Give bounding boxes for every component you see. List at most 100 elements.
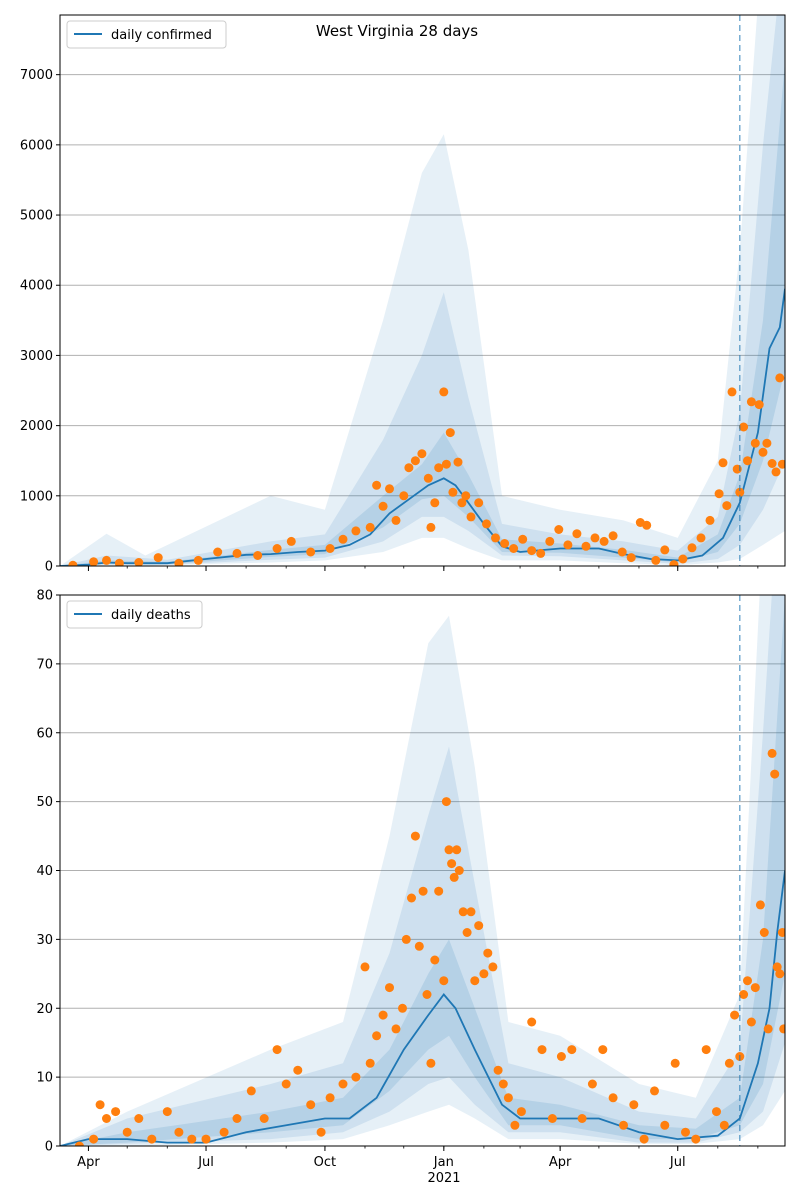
data-point xyxy=(441,459,451,469)
data-point xyxy=(629,1100,639,1110)
data-point xyxy=(777,928,785,937)
observed-points xyxy=(74,748,785,1146)
data-point xyxy=(678,554,688,564)
band-inner xyxy=(60,595,785,1146)
band-outer xyxy=(60,595,785,1146)
data-point xyxy=(556,1052,566,1061)
plot-frame xyxy=(59,14,786,567)
data-point xyxy=(743,976,752,986)
data-point xyxy=(134,558,144,566)
data-point xyxy=(577,1114,587,1123)
data-point xyxy=(134,1114,144,1123)
data-point xyxy=(434,463,444,473)
x-tick-label: Jul xyxy=(197,1155,214,1170)
data-point xyxy=(174,1127,184,1137)
data-point xyxy=(122,1127,132,1137)
data-point xyxy=(724,1058,734,1068)
x-axis-year-label: 2021 xyxy=(427,1171,460,1186)
data-point xyxy=(441,797,451,807)
data-point xyxy=(775,373,785,383)
median-line xyxy=(60,870,785,1146)
data-point xyxy=(650,1086,659,1096)
data-point xyxy=(253,551,263,560)
data-point xyxy=(306,1100,316,1110)
data-point xyxy=(439,976,449,986)
data-point xyxy=(722,501,732,511)
data-point xyxy=(750,438,760,448)
data-point xyxy=(516,1107,526,1117)
data-point xyxy=(306,547,316,557)
data-point xyxy=(587,1079,597,1089)
data-point xyxy=(670,1058,680,1068)
data-point xyxy=(599,536,609,546)
panel-confirmed: 0 1000 2000 3000 4000 5000 6000 7000 West Virgi… xyxy=(20,14,786,575)
data-point xyxy=(259,1114,269,1123)
data-point xyxy=(372,1031,382,1041)
y-tick-label: 0 xyxy=(45,1140,53,1155)
data-point xyxy=(687,543,697,553)
data-point xyxy=(488,962,498,972)
data-point xyxy=(246,1086,256,1096)
data-point xyxy=(705,515,715,525)
data-point xyxy=(174,558,184,566)
data-point xyxy=(114,558,124,566)
data-point xyxy=(727,387,737,397)
data-point xyxy=(187,1134,197,1144)
y-axis-ticks: 0 10 20 30 40 50 60 70 80 xyxy=(36,589,60,1155)
data-point xyxy=(466,907,476,917)
data-point xyxy=(365,1058,375,1068)
y-tick-label: 7000 xyxy=(20,68,53,83)
median-line-path xyxy=(60,288,785,566)
data-point xyxy=(767,748,777,758)
data-point xyxy=(398,1003,407,1013)
data-point xyxy=(95,1100,105,1110)
data-point xyxy=(503,1093,513,1103)
uncertainty-bands xyxy=(60,595,785,1146)
data-point xyxy=(660,1120,670,1130)
data-point xyxy=(391,1024,401,1034)
data-point xyxy=(563,540,573,550)
data-point xyxy=(730,1010,740,1020)
y-tick-label: 10 xyxy=(36,1071,53,1086)
data-point xyxy=(325,544,335,553)
data-point xyxy=(712,1107,721,1117)
data-point xyxy=(775,969,785,979)
data-point xyxy=(448,487,458,497)
band-inner xyxy=(60,60,785,566)
data-point xyxy=(518,534,528,544)
data-point xyxy=(739,990,749,999)
data-point xyxy=(777,459,785,469)
data-point xyxy=(281,1079,291,1089)
data-point xyxy=(626,553,636,563)
y-tick-label: 40 xyxy=(36,864,53,879)
data-point xyxy=(735,487,745,497)
y-tick-label: 0 xyxy=(45,560,53,575)
data-point xyxy=(746,397,756,407)
data-point xyxy=(193,555,203,565)
data-point xyxy=(527,546,537,556)
data-point xyxy=(479,969,489,979)
data-point xyxy=(272,1045,282,1055)
data-point xyxy=(509,544,519,553)
band-mid xyxy=(60,595,785,1146)
data-point xyxy=(779,1024,785,1034)
data-point xyxy=(755,900,765,910)
data-point xyxy=(426,522,436,532)
data-point xyxy=(410,831,420,841)
data-point xyxy=(536,548,546,558)
data-point xyxy=(581,541,591,551)
y-tick-label: 4000 xyxy=(20,279,53,294)
data-point xyxy=(681,1127,690,1137)
x-tick-label: Jan xyxy=(433,1155,454,1170)
data-point xyxy=(378,1010,388,1020)
data-point xyxy=(453,457,463,467)
data-point xyxy=(461,491,471,501)
data-point xyxy=(466,512,476,522)
data-point xyxy=(458,907,468,917)
data-point xyxy=(404,463,414,473)
data-point xyxy=(213,547,223,557)
x-tick-label: Apr xyxy=(77,1155,100,1170)
data-point xyxy=(201,1134,211,1144)
data-point xyxy=(743,456,752,466)
